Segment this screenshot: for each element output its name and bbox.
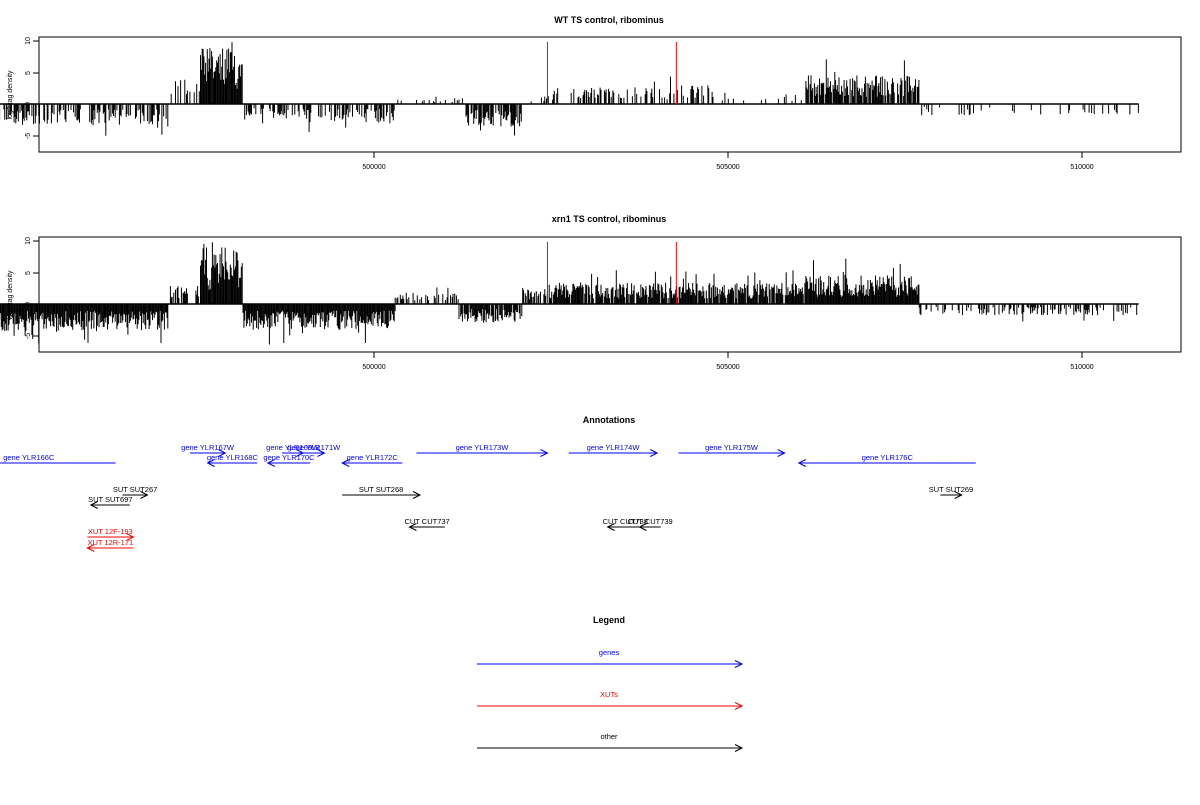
xrn1-x-tick-label: 510000 bbox=[1070, 364, 1093, 371]
annotation-cut-cut739-label: CUT CUT739 bbox=[627, 517, 672, 526]
annotation-xut-12r-171-label: XUT 12R-171 bbox=[87, 538, 133, 547]
annotation-sut-sut697-label: SUT SUT697 bbox=[88, 495, 132, 504]
legend-other-arrowhead bbox=[734, 744, 744, 752]
legend-title: Legend bbox=[593, 615, 625, 625]
annotation-gene-ylr173w-arrowhead bbox=[540, 449, 549, 457]
xrn1-y-tick-label: 5 bbox=[25, 271, 32, 275]
legend-genes-arrowhead bbox=[734, 660, 744, 668]
annotation-cut-cut737-arrowhead bbox=[408, 523, 417, 531]
annotation-gene-ylr168c-arrowhead bbox=[206, 459, 215, 467]
wt-y-axis: 10 5 0 -5 bbox=[25, 37, 39, 139]
legend-xuts-label: XUTs bbox=[600, 690, 618, 699]
annotation-gene-ylr167w-label: gene YLR167W bbox=[181, 443, 235, 452]
annotation-gene-ylr172c-label: gene YLR172C bbox=[347, 453, 399, 462]
legend-xuts-arrowhead bbox=[734, 702, 744, 710]
wt-x-axis: 500000 505000 510000 bbox=[362, 152, 1094, 171]
xrn1-y-axis-label: log2 tag density bbox=[7, 270, 14, 320]
wt-x-tick-label: 500000 bbox=[362, 164, 385, 171]
wt-y-tick-label: 5 bbox=[25, 71, 32, 75]
xrn1-x-tick-label: 505000 bbox=[716, 364, 739, 371]
annotation-sut-sut268-label: SUT SUT268 bbox=[359, 485, 403, 494]
wt-x-tick-label: 505000 bbox=[716, 164, 739, 171]
annotation-gene-ylr171w-arrowhead bbox=[317, 449, 326, 457]
annotation-gene-ylr166c-label: gene YLR166C bbox=[3, 453, 55, 462]
annotation-sut-sut269-label: SUT SUT269 bbox=[929, 485, 973, 494]
annotation-sut-sut267-label: SUT SUT267 bbox=[113, 485, 157, 494]
annotation-xut-12f-193-label: XUT 12F-193 bbox=[88, 527, 133, 536]
annotation-gene-ylr172c-arrowhead bbox=[341, 459, 350, 467]
annotation-xut-12f-193-arrowhead bbox=[126, 533, 135, 541]
annotation-gene-ylr174w-arrowhead bbox=[649, 449, 659, 457]
annotation-gene-ylr173w-label: gene YLR173W bbox=[456, 443, 510, 452]
annotation-gene-ylr175w-label: gene YLR175W bbox=[705, 443, 759, 452]
annotation-sut-sut269-arrowhead bbox=[954, 491, 963, 499]
xrn1-panel-title: xrn1 TS control, ribominus bbox=[552, 214, 667, 224]
wt-panel-title: WT TS control, ribominus bbox=[554, 15, 664, 25]
annotation-cut-cut739-arrowhead bbox=[638, 523, 647, 531]
annotation-cut-cut737-label: CUT CUT737 bbox=[404, 517, 449, 526]
xrn1-x-axis: 500000 505000 510000 bbox=[362, 352, 1094, 371]
xrn1-plot-frame bbox=[38, 236, 1182, 353]
wt-x-tick-label: 510000 bbox=[1070, 164, 1093, 171]
annotation-gene-ylr169w-label: gene YLR169W bbox=[266, 443, 320, 452]
annotation-gene-ylr175w-arrowhead bbox=[777, 449, 786, 457]
xrn1-y-tick-label: -5 bbox=[25, 333, 32, 339]
annotation-sut-sut697-arrowhead bbox=[89, 501, 99, 509]
annotations-title: Annotations bbox=[583, 415, 636, 425]
xrn1-y-tick-label: 10 bbox=[25, 237, 32, 245]
annotation-cut-cut738-arrowhead bbox=[606, 523, 615, 531]
xrn1-panel: xrn1 TS control, ribominus log2 tag dens… bbox=[0, 214, 1182, 371]
annotation-gene-ylr176c-arrowhead bbox=[797, 459, 807, 467]
wt-y-tick-label: 10 bbox=[25, 37, 32, 45]
xrn1-signal-bars bbox=[0, 242, 1139, 345]
legend-other-label: other bbox=[600, 732, 618, 741]
annotation-gene-ylr171w-label: gene YLR171W bbox=[287, 443, 341, 452]
legend-genes-label: genes bbox=[599, 648, 620, 657]
wt-signal-bars bbox=[0, 42, 1139, 136]
annotation-sut-sut268-arrowhead bbox=[412, 491, 422, 499]
annotation-gene-ylr170c-arrowhead bbox=[266, 459, 276, 467]
annotation-cut-cut738-label: CUT CUT738 bbox=[603, 517, 648, 526]
annotation-sut-sut267-arrowhead bbox=[140, 491, 149, 499]
annotation-gene-ylr168c-label: gene YLR168C bbox=[207, 453, 259, 462]
annotation-gene-ylr174w-label: gene YLR174W bbox=[587, 443, 641, 452]
wt-y-axis-label: log2 tag density bbox=[7, 70, 14, 120]
annotation-xut-12r-171-arrowhead bbox=[86, 544, 95, 552]
legend: genes XUTs other bbox=[477, 648, 744, 752]
xrn1-x-tick-label: 500000 bbox=[362, 364, 385, 371]
wt-plot-frame bbox=[38, 36, 1182, 153]
wt-panel: WT TS control, ribominus log2 tag densit… bbox=[0, 15, 1182, 171]
annotation-gene-ylr167w-arrowhead bbox=[218, 449, 227, 457]
wt-y-tick-label: -5 bbox=[25, 133, 32, 139]
annotation-gene-ylr170c-label: gene YLR170C bbox=[263, 453, 315, 462]
annotation-gene-ylr176c-label: gene YLR176C bbox=[862, 453, 914, 462]
